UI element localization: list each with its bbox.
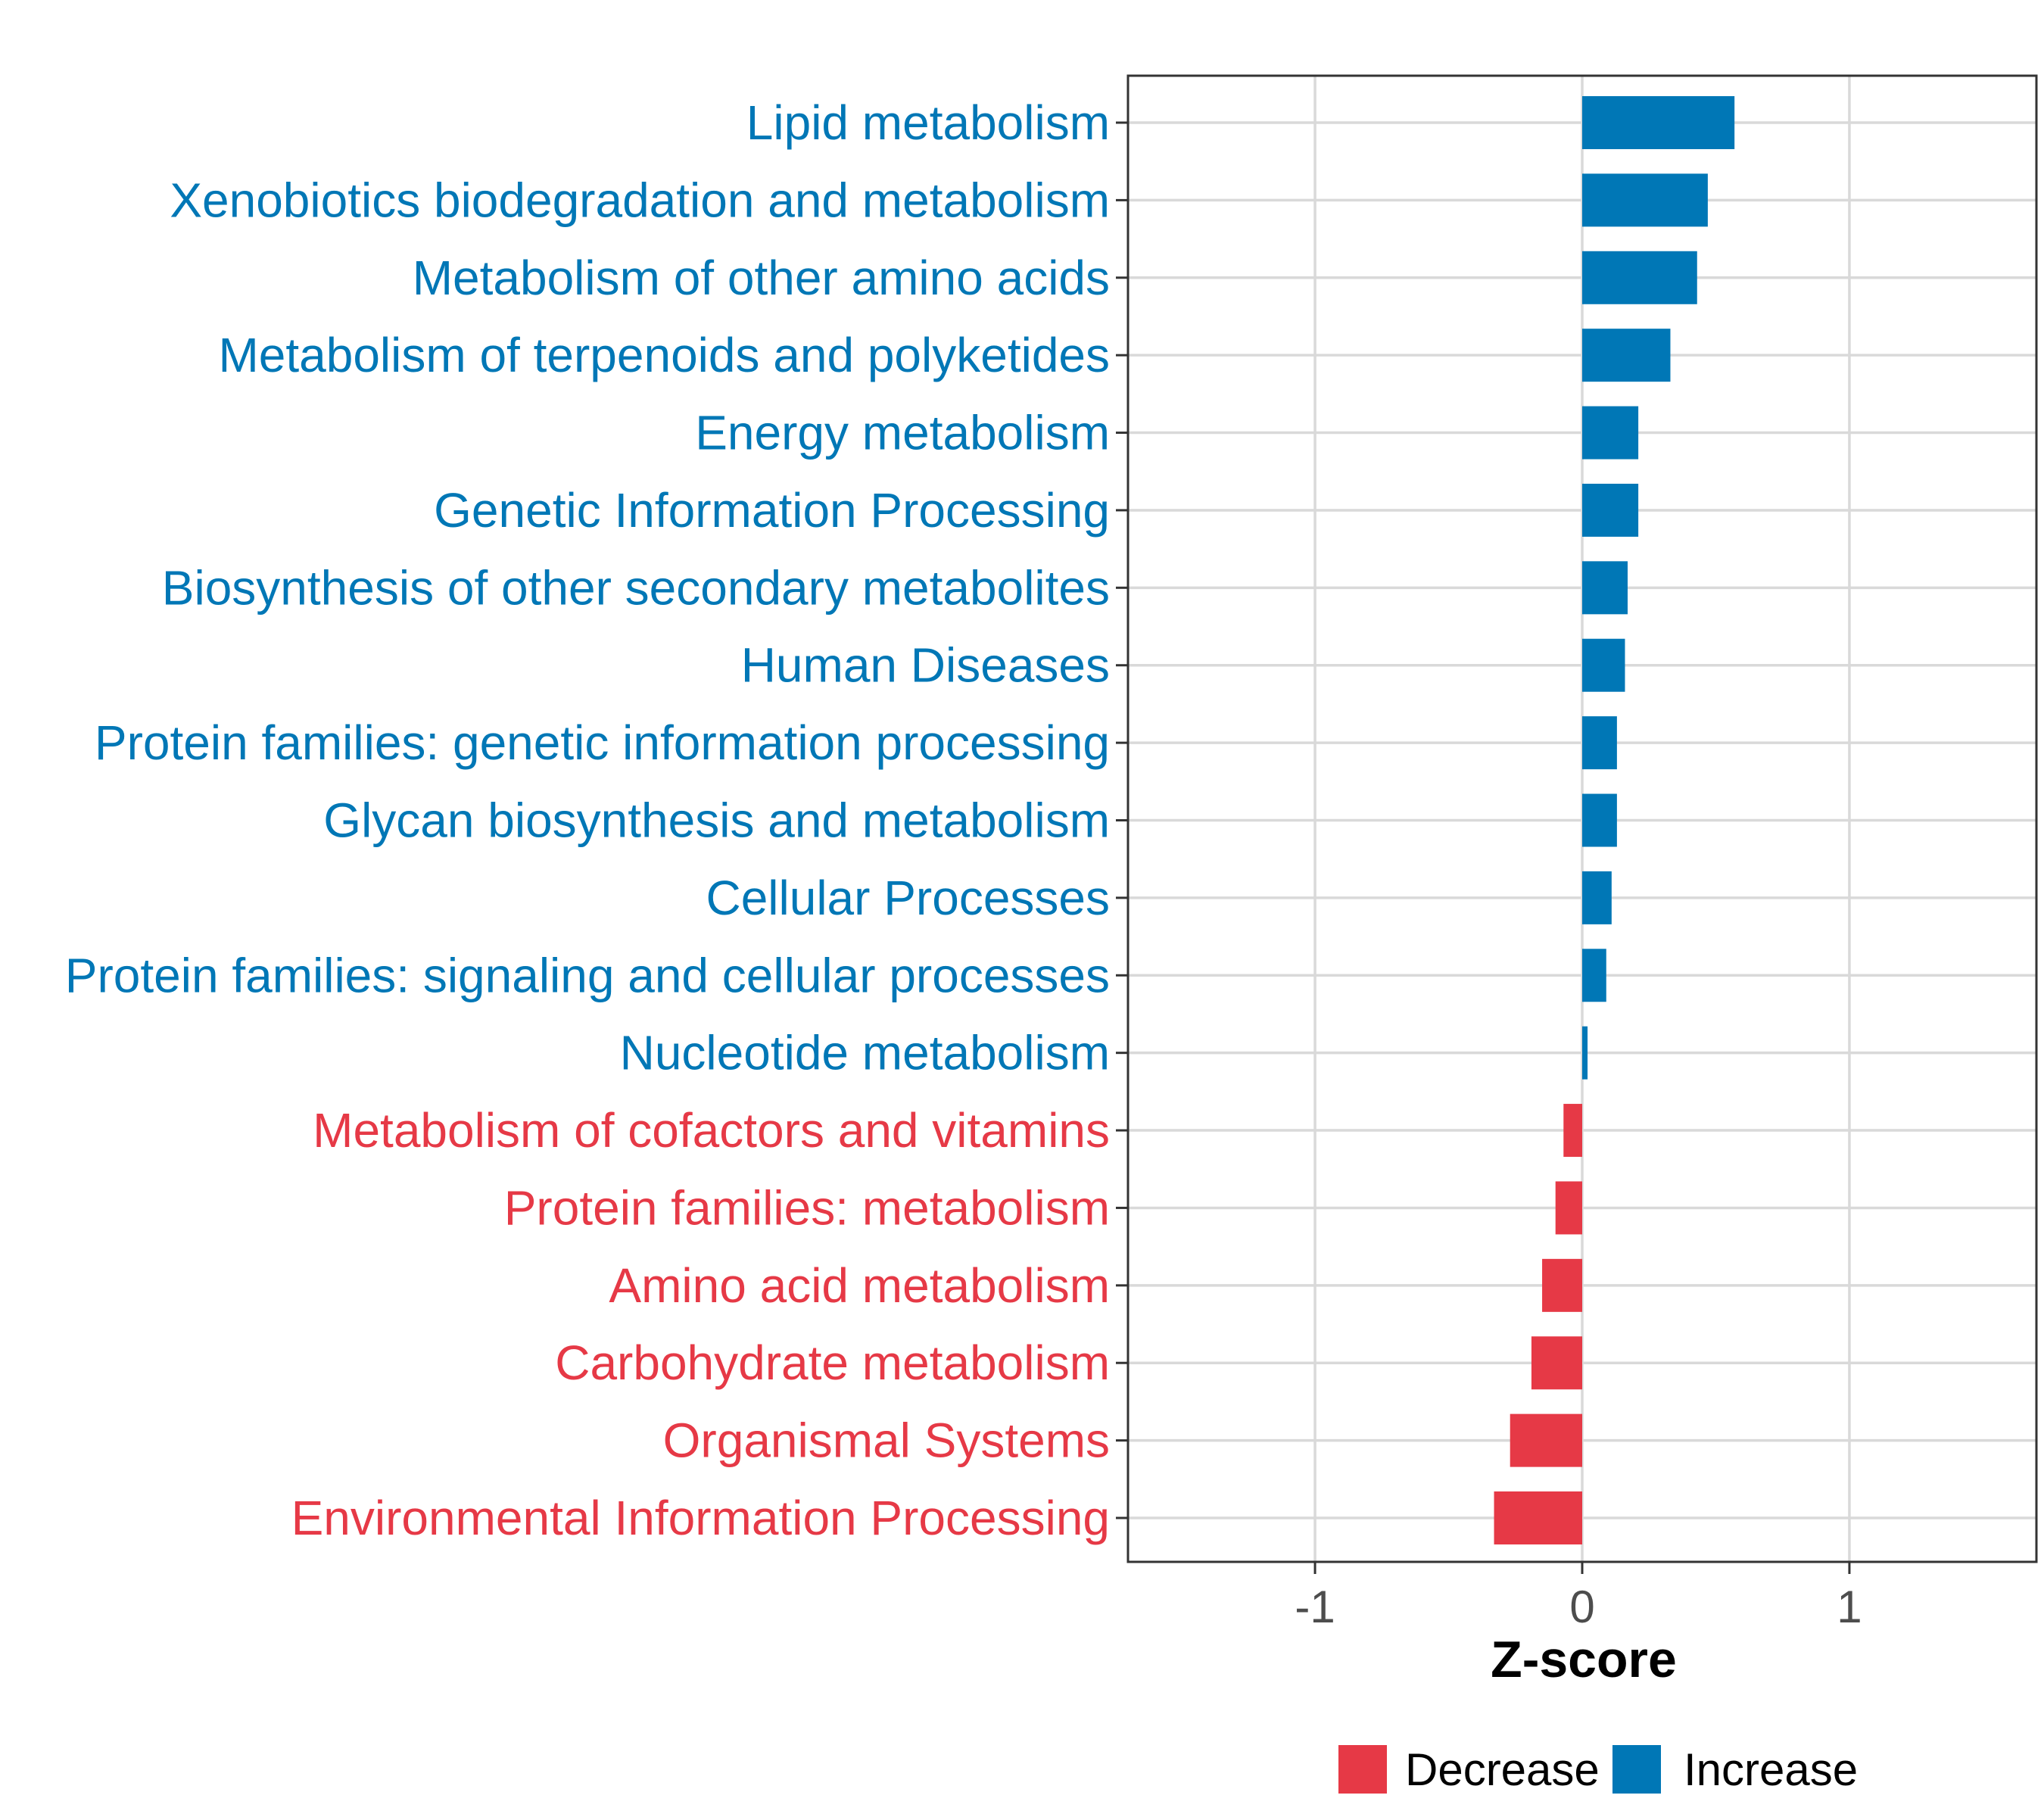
legend-label-decrease: Decrease [1405, 1744, 1600, 1795]
bar [1582, 483, 1639, 537]
bar [1582, 949, 1606, 1002]
x-tick-labels: -1 0 1 [1295, 1582, 1862, 1632]
bar [1494, 1491, 1582, 1544]
category-label: Cellular Processes [706, 871, 1110, 925]
category-label: Amino acid metabolism [609, 1258, 1110, 1313]
category-label: Protein families: metabolism [504, 1180, 1110, 1235]
category-label: Human Diseases [741, 638, 1110, 693]
bar [1582, 716, 1617, 770]
category-label: Glycan biosynthesis and metabolism [323, 793, 1110, 848]
tick-layer [1116, 121, 1851, 1574]
category-label: Protein families: signaling and cellular… [65, 948, 1110, 1002]
bar [1582, 251, 1697, 304]
bar [1582, 173, 1708, 227]
x-tick-label: 1 [1837, 1582, 1862, 1632]
bar [1582, 329, 1671, 382]
bar-layer [1494, 96, 1735, 1544]
bar [1582, 561, 1628, 615]
x-tick-label: 0 [1569, 1582, 1594, 1632]
category-label: Xenobiotics biodegradation and metabolis… [170, 173, 1110, 227]
bar [1582, 871, 1612, 924]
legend-swatch-decrease [1338, 1745, 1387, 1794]
legend-label-increase: Increase [1684, 1744, 1858, 1795]
bar [1563, 1104, 1582, 1158]
category-label: Energy metabolism [695, 406, 1110, 460]
bar [1555, 1181, 1582, 1235]
bar [1582, 1026, 1588, 1080]
category-label: Organismal Systems [663, 1413, 1110, 1468]
category-label: Nucleotide metabolism [620, 1026, 1110, 1080]
x-axis-title: Z-score [1491, 1631, 1677, 1688]
category-label: Metabolism of cofactors and vitamins [313, 1103, 1110, 1158]
category-labels: Lipid metabolism Xenobiotics biodegradati… [65, 95, 1110, 1545]
category-label: Metabolism of terpenoids and polyketides [218, 328, 1110, 382]
bar [1531, 1336, 1582, 1390]
category-label: Metabolism of other amino acids [413, 251, 1110, 305]
category-label: Genetic Information Processing [434, 483, 1110, 538]
bar [1582, 638, 1625, 692]
legend-swatch-increase [1612, 1745, 1661, 1794]
category-label: Biosynthesis of other secondary metaboli… [162, 560, 1110, 615]
category-label: Lipid metabolism [746, 95, 1110, 150]
category-label: Protein families: genetic information pr… [95, 715, 1110, 770]
bar [1582, 96, 1735, 149]
bar [1582, 793, 1617, 847]
bar [1582, 406, 1639, 460]
bar [1510, 1413, 1582, 1467]
category-label: Environmental Information Processing [291, 1491, 1110, 1545]
category-label: Carbohydrate metabolism [555, 1335, 1110, 1390]
bar [1542, 1258, 1582, 1312]
legend: Decrease Increase [1338, 1744, 1858, 1795]
x-tick-label: -1 [1295, 1582, 1335, 1632]
